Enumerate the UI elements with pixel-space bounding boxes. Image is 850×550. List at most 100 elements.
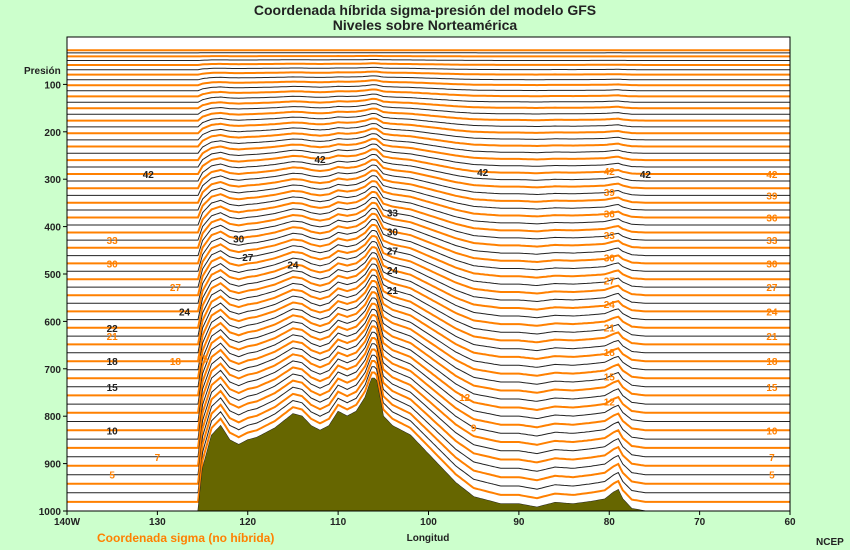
x-tick-label: 130: [149, 517, 166, 528]
model-level-line: [67, 257, 790, 329]
y-tick-label: 900: [44, 460, 61, 471]
model-level-line: [67, 113, 790, 128]
model-level-line: [67, 268, 790, 346]
level-number-label: 15: [197, 354, 209, 365]
y-tick-label: 800: [44, 412, 61, 423]
model-level-line: [67, 297, 790, 388]
level-number-label: 21: [766, 332, 778, 343]
level-number-label: 21: [604, 324, 616, 335]
model-level-line: [67, 137, 790, 162]
model-level-line: [67, 224, 790, 281]
model-level-line: [67, 348, 790, 467]
level-number-label: 21: [107, 332, 119, 343]
y-tick-label: 200: [44, 128, 61, 139]
model-level-line: [67, 54, 790, 58]
x-tick-label: 120: [239, 517, 256, 528]
model-level-line: [67, 75, 790, 81]
level-number-label: 21: [387, 286, 399, 297]
terrain-area: [67, 378, 790, 511]
model-level-line: [67, 207, 790, 257]
level-number-label: 27: [387, 247, 399, 258]
model-level-line: [67, 84, 790, 92]
level-number-label: 7: [769, 453, 775, 464]
model-level-line: [67, 107, 790, 122]
model-level-line: [67, 320, 790, 422]
model-level-line: [67, 79, 790, 87]
level-number-label: 15: [766, 383, 778, 394]
y-tick-label: 600: [44, 317, 61, 328]
level-number-label: 12: [459, 393, 471, 404]
level-number-label: 12: [604, 397, 616, 408]
model-level-line: [67, 175, 790, 211]
model-level-line: [67, 331, 790, 440]
model-level-line: [67, 197, 790, 241]
model-level-line: [67, 325, 790, 432]
level-number-label: 39: [766, 191, 778, 202]
level-number-label: 15: [604, 373, 616, 384]
model-level-line: [67, 286, 790, 371]
model-level-line: [67, 93, 790, 103]
level-number-label: 30: [766, 259, 778, 270]
model-level-line: [67, 70, 790, 76]
model-level-line: [67, 127, 790, 148]
x-tick-label: 140W: [54, 517, 81, 528]
level-number-label: 30: [107, 259, 119, 270]
chart-title: Coordenada híbrida sigma-presión del mod…: [253, 2, 597, 18]
level-number-label: 27: [170, 283, 182, 294]
level-number-label: 24: [179, 307, 191, 318]
model-level-line: [67, 274, 790, 354]
chart-subtitle: Niveles sobre Norteamérica: [332, 17, 518, 33]
model-level-line: [67, 241, 790, 304]
level-number-label: 18: [170, 357, 182, 368]
model-level-line: [67, 371, 790, 503]
model-level-line: [67, 366, 790, 494]
level-number-label: 36: [766, 214, 778, 225]
x-tick-label: 110: [330, 517, 347, 528]
legend-sigma-label: Coordenada sigma (no híbrida): [97, 531, 275, 545]
x-tick-label: 90: [513, 517, 525, 528]
y-tick-label: 1000: [39, 507, 62, 518]
y-tick-label: 700: [44, 365, 61, 376]
level-number-label: 33: [604, 231, 616, 242]
x-tick-label: 60: [784, 517, 796, 528]
level-number-label: 39: [604, 188, 616, 199]
model-level-line: [67, 354, 790, 476]
model-level-line: [67, 164, 790, 196]
level-number-label: 24: [604, 300, 616, 311]
level-number-label: 9: [471, 424, 477, 435]
model-level-line: [67, 201, 790, 249]
model-level-line: [67, 180, 790, 219]
model-level-line: [67, 191, 790, 234]
level-number-label: 7: [155, 453, 161, 464]
level-number-label: 18: [604, 348, 616, 359]
y-tick-label: 100: [44, 80, 61, 91]
level-number-label: 27: [604, 277, 616, 288]
model-level-line: [67, 123, 790, 141]
level-number-label: 42: [640, 170, 652, 181]
model-level-line: [67, 218, 790, 272]
level-number-label: 42: [766, 170, 778, 181]
model-level-line: [67, 360, 790, 485]
model-level-line: [67, 280, 790, 363]
level-number-label: 15: [107, 383, 119, 394]
level-number-label: 18: [766, 357, 778, 368]
model-level-line: [67, 59, 790, 61]
level-number-label: 30: [387, 228, 399, 239]
level-number-label: 33: [766, 236, 778, 247]
model-level-line: [67, 97, 790, 110]
y-tick-label: 300: [44, 175, 61, 186]
model-level-line: [67, 308, 790, 405]
level-number-label: 10: [107, 426, 119, 437]
level-number-label: 27: [242, 253, 254, 264]
model-level-line: [67, 314, 790, 414]
credit-label: NCEP: [816, 537, 844, 548]
model-level-line: [67, 143, 790, 168]
model-level-line: [67, 154, 790, 182]
level-number-label: 42: [143, 170, 155, 181]
model-level-line: [67, 62, 790, 66]
model-level-line: [67, 235, 790, 297]
model-level-line: [67, 133, 790, 154]
level-number-label: 22: [107, 324, 119, 335]
x-tick-label: 100: [420, 517, 437, 528]
